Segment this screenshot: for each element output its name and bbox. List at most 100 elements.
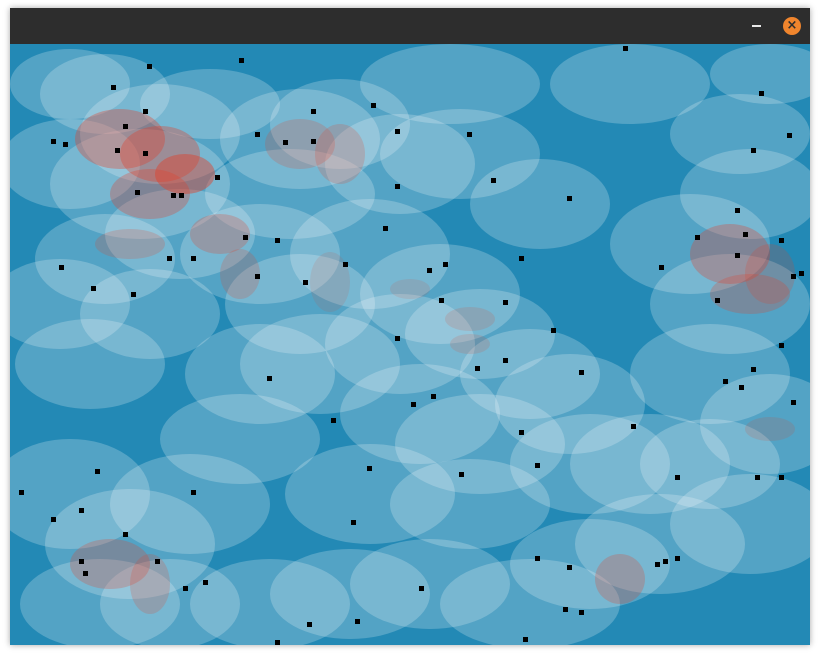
overlap-highlight bbox=[445, 307, 495, 331]
point-marker bbox=[143, 151, 148, 156]
point-marker bbox=[135, 190, 140, 195]
minimize-button[interactable] bbox=[746, 16, 766, 36]
drawing-canvas[interactable] bbox=[10, 44, 810, 645]
light-ellipse bbox=[15, 319, 165, 409]
point-marker bbox=[351, 520, 356, 525]
point-marker bbox=[715, 298, 720, 303]
point-marker bbox=[275, 640, 280, 645]
light-ellipse bbox=[10, 259, 130, 349]
light-ellipse bbox=[325, 294, 475, 394]
light-ellipse bbox=[470, 159, 610, 249]
point-marker bbox=[751, 367, 756, 372]
light-ellipse bbox=[105, 189, 255, 279]
point-marker bbox=[491, 178, 496, 183]
light-ellipse bbox=[700, 374, 810, 474]
light-ellipse bbox=[180, 204, 340, 304]
point-marker bbox=[755, 475, 760, 480]
point-marker bbox=[743, 232, 748, 237]
light-ellipse bbox=[610, 194, 770, 294]
point-marker bbox=[95, 469, 100, 474]
overlap-highlight bbox=[315, 124, 365, 184]
light-ellipse bbox=[225, 254, 375, 354]
point-marker bbox=[779, 475, 784, 480]
light-ellipse bbox=[160, 394, 320, 484]
point-marker bbox=[791, 274, 796, 279]
point-marker bbox=[91, 286, 96, 291]
point-marker bbox=[695, 235, 700, 240]
point-marker bbox=[567, 196, 572, 201]
light-ellipse bbox=[495, 354, 645, 454]
point-marker bbox=[371, 103, 376, 108]
overlap-highlight bbox=[310, 252, 350, 312]
point-marker bbox=[383, 226, 388, 231]
light-ellipse bbox=[35, 214, 175, 304]
light-ellipse bbox=[50, 129, 230, 239]
point-marker bbox=[623, 46, 628, 51]
light-ellipse bbox=[670, 94, 810, 174]
point-marker bbox=[179, 193, 184, 198]
overlap-highlight bbox=[75, 109, 165, 169]
point-marker bbox=[503, 358, 508, 363]
point-marker bbox=[115, 148, 120, 153]
light-ellipse bbox=[340, 364, 500, 464]
point-marker bbox=[311, 109, 316, 114]
close-button[interactable]: × bbox=[783, 17, 801, 35]
point-marker bbox=[675, 475, 680, 480]
point-marker bbox=[215, 175, 220, 180]
point-marker bbox=[171, 193, 176, 198]
point-marker bbox=[735, 208, 740, 213]
point-marker bbox=[367, 466, 372, 471]
light-ellipse bbox=[80, 269, 220, 359]
light-ellipse bbox=[10, 439, 150, 549]
point-marker bbox=[779, 343, 784, 348]
overlap-highlight bbox=[595, 554, 645, 604]
light-ellipse bbox=[185, 324, 335, 424]
point-marker bbox=[51, 139, 56, 144]
point-marker bbox=[275, 238, 280, 243]
light-ellipse bbox=[575, 494, 745, 594]
overlap-highlight bbox=[110, 169, 190, 219]
point-marker bbox=[431, 394, 436, 399]
overlap-highlight bbox=[95, 229, 165, 259]
overlap-highlight bbox=[220, 249, 260, 299]
overlap-highlight bbox=[450, 334, 490, 354]
light-ellipse bbox=[640, 419, 780, 509]
point-marker bbox=[567, 565, 572, 570]
point-marker bbox=[535, 463, 540, 468]
point-marker bbox=[787, 133, 792, 138]
overlap-highlight bbox=[120, 126, 200, 182]
point-marker bbox=[111, 85, 116, 90]
light-ellipse bbox=[220, 89, 380, 189]
light-ellipse bbox=[350, 539, 510, 629]
overlap-highlight bbox=[390, 279, 430, 299]
app-window: × bbox=[10, 8, 810, 645]
point-marker bbox=[283, 140, 288, 145]
point-marker bbox=[191, 490, 196, 495]
point-marker bbox=[519, 430, 524, 435]
point-marker bbox=[183, 586, 188, 591]
point-marker bbox=[131, 292, 136, 297]
point-marker bbox=[123, 124, 128, 129]
light-ellipse bbox=[570, 414, 730, 514]
light-ellipse bbox=[205, 149, 375, 239]
point-marker bbox=[311, 139, 316, 144]
point-marker bbox=[395, 184, 400, 189]
overlap-highlight bbox=[745, 417, 795, 441]
overlap-highlight bbox=[130, 554, 170, 614]
light-ellipse bbox=[240, 314, 400, 414]
point-marker bbox=[79, 508, 84, 513]
point-marker bbox=[439, 298, 444, 303]
point-marker bbox=[267, 376, 272, 381]
light-ellipse bbox=[670, 474, 810, 574]
point-marker bbox=[191, 256, 196, 261]
light-ellipse bbox=[80, 84, 240, 184]
light-ellipse bbox=[510, 414, 670, 514]
point-marker bbox=[255, 274, 260, 279]
point-marker bbox=[395, 336, 400, 341]
point-marker bbox=[411, 402, 416, 407]
minimize-icon bbox=[751, 25, 761, 27]
light-ellipse bbox=[390, 459, 550, 549]
point-marker bbox=[799, 271, 804, 276]
point-marker bbox=[467, 132, 472, 137]
point-marker bbox=[519, 256, 524, 261]
